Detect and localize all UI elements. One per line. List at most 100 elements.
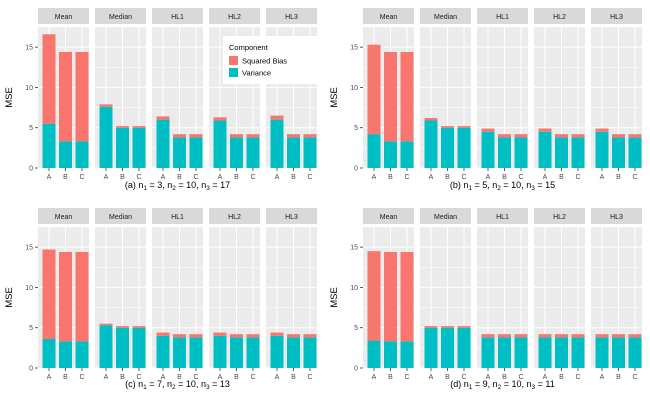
bar-squared-bias-hl3-b xyxy=(287,334,300,338)
bar-squared-bias-hl3-c xyxy=(628,334,642,338)
bar-variance-hl3-c xyxy=(303,137,317,168)
bar-squared-bias-hl1-b xyxy=(498,134,511,138)
chart-0: MSE 0 5 10 15 Mean A B C Median A B C HL1 A B C HL2 A B C HL3… xyxy=(4,8,317,192)
x-tick-label: B xyxy=(445,174,450,181)
facet-strip xyxy=(95,8,146,24)
bar-variance-hl3-c xyxy=(303,337,317,368)
bar-variance-hl3-b xyxy=(287,137,300,168)
bar-variance-hl2-a xyxy=(213,120,227,168)
x-tick-label: C xyxy=(575,374,580,381)
legend-label-variance: Variance xyxy=(242,69,271,78)
bar-squared-bias-mean-c xyxy=(400,51,414,142)
x-tick-label: B xyxy=(291,174,296,181)
bar-squared-bias-hl1-a xyxy=(156,332,170,336)
bar-squared-bias-hl1-b xyxy=(173,134,186,138)
bar-squared-bias-hl3-a xyxy=(270,332,284,336)
y-tick-label: 15 xyxy=(350,245,358,252)
x-tick-label: C xyxy=(518,174,523,181)
bar-squared-bias-hl2-a xyxy=(538,334,552,338)
bar-variance-hl3-c xyxy=(628,337,642,368)
bar-squared-bias-mean-c xyxy=(400,251,414,342)
facet-label-hl3: HL3 xyxy=(610,214,623,221)
bar-squared-bias-hl2-b xyxy=(555,134,568,138)
bar-squared-bias-median-a xyxy=(99,323,113,326)
x-tick-label: C xyxy=(461,174,466,181)
x-tick-label: C xyxy=(632,374,637,381)
bar-squared-bias-mean-a xyxy=(367,44,381,135)
chart-3: MSE 0 5 10 15 Mean A B C Median A B C HL1 A B C HL2 A B C HL3… xyxy=(329,208,642,391)
x-tick-label: A xyxy=(275,374,280,381)
facet-strip xyxy=(266,8,317,24)
bar-variance-hl1-c xyxy=(189,337,203,368)
bar-variance-median-a xyxy=(99,106,113,168)
bar-variance-hl1-c xyxy=(514,337,528,368)
bar-variance-hl3-a xyxy=(595,131,609,168)
x-tick-label: A xyxy=(161,174,166,181)
bar-variance-mean-b xyxy=(59,141,72,168)
x-tick-label: B xyxy=(234,174,239,181)
facet-label-hl1: HL1 xyxy=(496,214,509,221)
y-tick-label: 15 xyxy=(25,45,33,52)
bar-squared-bias-hl2-c xyxy=(246,334,260,338)
bar-squared-bias-median-b xyxy=(441,326,454,328)
bar-squared-bias-hl3-c xyxy=(303,334,317,338)
bar-variance-mean-c xyxy=(75,141,89,168)
bar-squared-bias-hl1-c xyxy=(189,134,203,138)
y-tick-label: 0 xyxy=(354,166,358,173)
chart-caption: (a) n1 = 3, n2 = 10, n3 = 17 xyxy=(125,180,230,192)
bar-squared-bias-hl2-b xyxy=(230,334,243,338)
bar-squared-bias-mean-c xyxy=(75,51,89,142)
bar-squared-bias-median-c xyxy=(457,326,471,328)
bar-squared-bias-median-b xyxy=(116,326,129,328)
x-tick-label: C xyxy=(575,174,580,181)
bar-squared-bias-hl3-b xyxy=(287,134,300,138)
x-tick-label: C xyxy=(632,174,637,181)
x-tick-label: B xyxy=(616,374,621,381)
bar-squared-bias-hl1-b xyxy=(498,334,511,338)
x-tick-label: B xyxy=(177,174,182,181)
facet-label-hl1: HL1 xyxy=(496,14,509,21)
x-tick-label: B xyxy=(616,174,621,181)
bar-squared-bias-hl1-a xyxy=(156,116,170,120)
bar-variance-hl1-a xyxy=(156,119,170,168)
facet-strip xyxy=(266,208,317,224)
bar-variance-hl2-c xyxy=(246,337,260,368)
chart-2: MSE 0 5 10 15 Mean A B C Median A B C HL1 A B C HL2 A B C HL3… xyxy=(4,208,317,391)
bar-squared-bias-median-b xyxy=(116,126,129,128)
x-tick-label: C xyxy=(193,374,198,381)
bar-variance-median-a xyxy=(424,327,438,368)
bar-variance-hl3-b xyxy=(612,137,625,168)
x-tick-label: C xyxy=(250,174,255,181)
bar-variance-hl1-a xyxy=(481,131,495,168)
facet-strip xyxy=(38,208,89,224)
bar-squared-bias-median-a xyxy=(424,326,438,328)
chart-caption: (d) n1 = 9, n2 = 10, n3 = 11 xyxy=(450,379,555,391)
facet-strip xyxy=(95,208,146,224)
bar-squared-bias-mean-b xyxy=(384,251,397,342)
legend-swatch-squared-bias xyxy=(229,56,238,65)
y-tick-label: 15 xyxy=(350,45,358,52)
y-tick-label: 15 xyxy=(25,245,33,252)
facet-strip xyxy=(363,208,414,224)
bar-squared-bias-median-c xyxy=(132,126,146,128)
facet-label-hl1: HL1 xyxy=(171,214,184,221)
bar-variance-median-c xyxy=(457,327,471,368)
facet-label-hl3: HL3 xyxy=(285,214,298,221)
bar-squared-bias-median-c xyxy=(457,126,471,128)
x-tick-label: B xyxy=(502,174,507,181)
bar-variance-hl2-c xyxy=(571,337,585,368)
facet-label-hl2: HL2 xyxy=(553,14,566,21)
x-tick-label: B xyxy=(63,174,68,181)
bar-squared-bias-hl3-c xyxy=(628,134,642,138)
facet-strip xyxy=(477,208,528,224)
chart-1: MSE 0 5 10 15 Mean A B C Median A B C HL1 A B C HL2 A B C HL3… xyxy=(329,8,642,192)
y-tick-label: 0 xyxy=(29,366,33,373)
bar-squared-bias-hl3-a xyxy=(595,334,609,338)
bar-squared-bias-hl3-b xyxy=(612,334,625,338)
legend-title: Component xyxy=(229,43,269,52)
y-tick-label: 0 xyxy=(29,166,33,173)
bar-variance-hl2-a xyxy=(538,337,552,368)
facet-label-median: Median xyxy=(434,14,457,21)
bar-variance-hl2-b xyxy=(555,137,568,168)
